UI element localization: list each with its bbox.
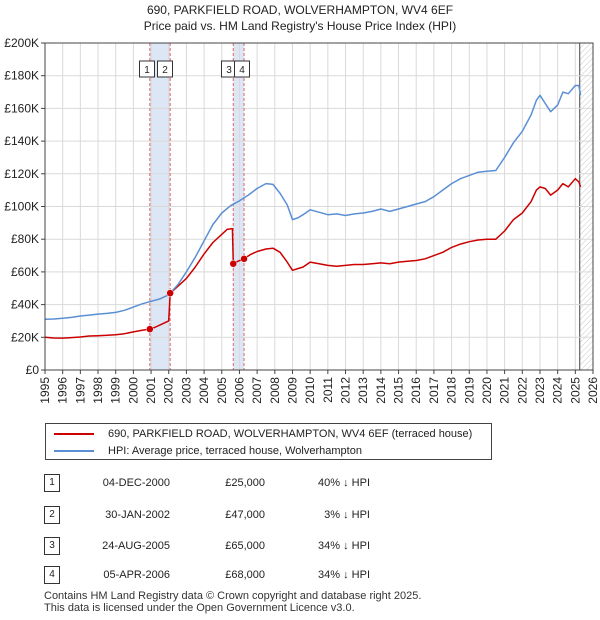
x-tick-label: 1995 xyxy=(38,377,52,404)
x-tick-label: 2023 xyxy=(533,377,547,404)
sale-marker-label: 4 xyxy=(234,60,250,78)
x-tick-label: 2007 xyxy=(250,377,264,404)
x-tick-label: 2002 xyxy=(162,377,176,404)
x-tick-label: 2008 xyxy=(268,377,282,404)
x-tick-label: 2003 xyxy=(179,377,193,404)
x-tick-label: 2016 xyxy=(409,377,423,404)
x-tick-label: 1999 xyxy=(109,377,123,404)
y-tick-label: £20K xyxy=(11,330,39,344)
sale-point xyxy=(229,259,238,268)
sale-marker-number: 2 xyxy=(162,65,168,76)
x-tick-label: 2006 xyxy=(232,377,246,404)
x-tick-label: 1996 xyxy=(56,377,70,404)
x-tick-label: 2009 xyxy=(285,377,299,404)
table-row: 4 05-APR-2006 £68,000 34% ↓ HPI xyxy=(0,566,600,584)
y-tick-label: £0 xyxy=(26,363,40,377)
chart-title: 690, PARKFIELD ROAD, WOLVERHAMPTON, WV4 … xyxy=(147,3,453,17)
footer-copyright: Contains HM Land Registry data © Crown c… xyxy=(44,590,422,602)
y-tick-label: £120K xyxy=(4,167,39,181)
y-tick-label: £100K xyxy=(4,200,39,214)
transaction-hpi: 34% ↓ HPI xyxy=(318,569,370,581)
x-tick-label: 2022 xyxy=(515,377,529,404)
x-tick-label: 2021 xyxy=(498,377,512,404)
legend-label-hpi: HPI: Average price, terraced house, Wolv… xyxy=(108,445,362,457)
series xyxy=(44,84,582,339)
x-tick-label: 1998 xyxy=(91,377,105,404)
transaction-number: 3 xyxy=(44,537,60,555)
transaction-date: 24-AUG-2005 xyxy=(102,540,170,552)
x-tick-label: 2005 xyxy=(215,377,229,404)
sale-marker-box xyxy=(139,60,155,78)
sale-marker-number: 4 xyxy=(239,65,245,76)
x-tick-label: 2015 xyxy=(392,377,406,404)
transaction-date: 04-DEC-2000 xyxy=(102,477,170,489)
sale-points xyxy=(146,255,248,333)
transaction-price: £68,000 xyxy=(225,569,265,581)
chart-subtitle: Price paid vs. HM Land Registry's House … xyxy=(144,19,456,33)
sale-marker-box xyxy=(157,60,173,78)
x-tick-label: 1997 xyxy=(73,377,87,404)
axes: £0 £20K £40K £60K £80K £100K £120K £140K £160K £1… xyxy=(4,36,600,404)
transaction-date: 30-JAN-2002 xyxy=(105,509,170,521)
sale-marker-label: 1 xyxy=(139,60,155,78)
y-tick-label: £140K xyxy=(4,134,39,148)
legend-swatch-hpi xyxy=(54,450,94,453)
transaction-number: 4 xyxy=(44,566,60,584)
x-tick-label: 2004 xyxy=(197,377,211,404)
price-chart: 690, PARKFIELD ROAD, WOLVERHAMPTON, WV4 … xyxy=(4,3,600,404)
transaction-hpi: 3% ↓ HPI xyxy=(324,509,370,521)
transaction-hpi: 34% ↓ HPI xyxy=(318,540,370,552)
sale-marker-label: 2 xyxy=(157,60,173,78)
y-tick-label: £160K xyxy=(4,101,39,115)
transaction-hpi: 40% ↓ HPI xyxy=(318,477,370,489)
table-row: 1 04-DEC-2000 £25,000 40% ↓ HPI xyxy=(0,474,600,492)
y-tick-label: £180K xyxy=(4,69,39,83)
x-tick-label: 2001 xyxy=(144,377,158,404)
y-tick-label: £200K xyxy=(4,36,39,50)
footer: Contains HM Land Registry data © Crown c… xyxy=(44,590,421,614)
legend: 690, PARKFIELD ROAD, WOLVERHAMPTON, WV4 … xyxy=(45,423,492,460)
y-tick-label: £40K xyxy=(11,298,39,312)
sale-marker-number: 3 xyxy=(226,65,232,76)
sale-point xyxy=(166,289,174,297)
y-tick-label: £60K xyxy=(11,265,39,279)
hpi-line xyxy=(44,84,582,321)
transaction-date: 05-APR-2006 xyxy=(103,569,170,581)
legend-swatch-property xyxy=(54,433,94,436)
x-tick-label: 2024 xyxy=(551,377,565,404)
sale-marker-number: 1 xyxy=(144,65,150,76)
legend-label-property: 690, PARKFIELD ROAD, WOLVERHAMPTON, WV4 … xyxy=(108,428,473,440)
legend-item-property: 690, PARKFIELD ROAD, WOLVERHAMPTON, WV4 … xyxy=(54,426,472,442)
y-tick-label: £80K xyxy=(11,232,39,246)
x-tick-label: 2025 xyxy=(568,377,582,404)
transaction-price: £47,000 xyxy=(225,509,265,521)
legend-item-hpi: HPI: Average price, terraced house, Wolv… xyxy=(54,443,362,459)
x-tick-label: 2017 xyxy=(427,377,441,404)
property-price-line xyxy=(44,177,582,339)
sale-marker-box xyxy=(234,60,250,78)
x-tick-label: 2013 xyxy=(356,377,370,404)
grid xyxy=(44,42,594,371)
x-tick-label: 2012 xyxy=(339,377,353,404)
x-tick-label: 2019 xyxy=(462,377,476,404)
table-row: 3 24-AUG-2005 £65,000 34% ↓ HPI xyxy=(0,537,600,555)
transaction-number: 1 xyxy=(44,474,60,492)
sale-point xyxy=(146,325,154,333)
transaction-number: 2 xyxy=(44,506,60,524)
x-tick-label: 2000 xyxy=(126,377,140,404)
sale-point xyxy=(240,255,248,263)
x-tick-label: 2020 xyxy=(480,377,494,404)
x-tick-label: 2010 xyxy=(303,377,317,404)
transaction-price: £25,000 xyxy=(225,477,265,489)
transaction-price: £65,000 xyxy=(225,540,265,552)
x-tick-label: 2018 xyxy=(445,377,459,404)
x-tick-label: 2014 xyxy=(374,377,388,404)
x-tick-label: 2026 xyxy=(586,377,600,404)
table-row: 2 30-JAN-2002 £47,000 3% ↓ HPI xyxy=(0,506,600,524)
footer-licence: This data is licensed under the Open Gov… xyxy=(44,602,355,614)
x-tick-label: 2011 xyxy=(321,377,335,403)
